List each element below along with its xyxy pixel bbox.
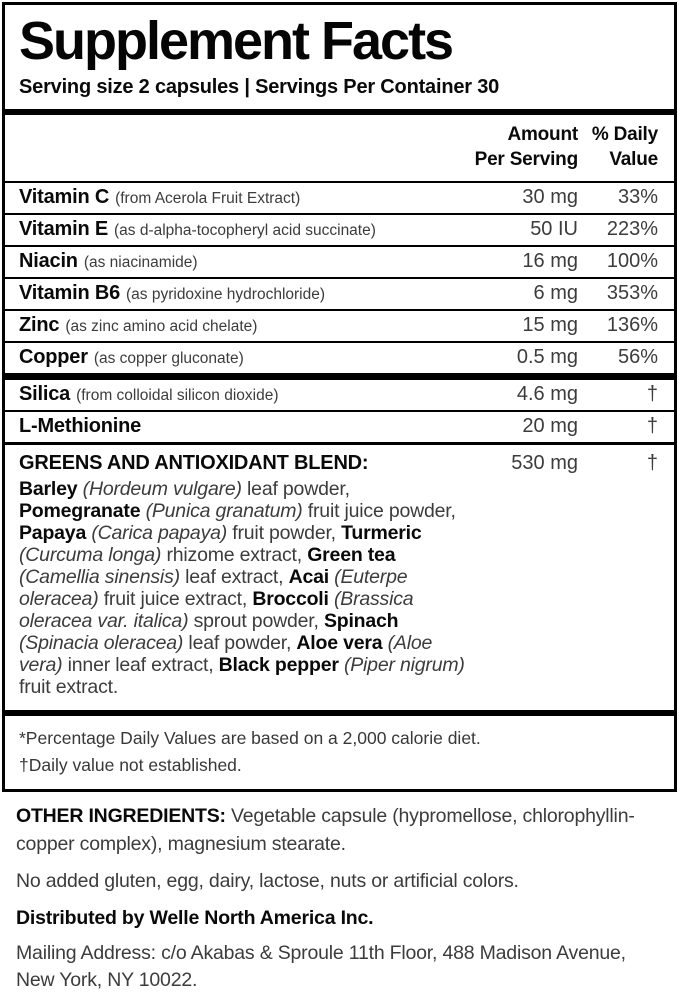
blend-section: GREENS AND ANTIOXIDANT BLEND: 530 mg † B… [5,445,674,710]
divider-thick [5,710,674,717]
allergen-line: No added gluten, egg, dairy, lactose, nu… [16,869,519,892]
column-header: Amount Per Serving % Daily Value [5,115,674,184]
ingredient-amount: 6 mg [533,282,578,305]
nutrient-row: Niacin (as niacinamide) 16 mg 100% [5,245,674,277]
ingredient-detail: (as copper gluconate) [93,350,244,368]
ingredient-name: L-Methionine [19,415,142,438]
blend-amount: 530 mg [511,452,578,475]
ingredient-detail: (as niacinamide) [83,254,198,272]
ingredient-name: Vitamin B6 [19,282,120,305]
ingredient-amount: 20 mg [522,415,578,438]
title-section: Supplement Facts Serving size 2 capsules… [5,5,674,109]
supplement-facts-panel: Supplement Facts Serving size 2 capsules… [2,2,677,793]
blend-ingredient-list: Barley (Hordeum vulgare) leaf powder, Po… [19,478,465,699]
ingredient-amount: 16 mg [522,250,578,273]
other-ingredients-line: OTHER INGREDIENTS: Vegetable capsule (hy… [16,803,663,858]
other-ingredients-label: OTHER INGREDIENTS: [16,805,226,828]
nutrient-row: Vitamin E (as d-alpha-tocopheryl acid suc… [5,213,674,245]
ingredient-detail: (as pyridoxine hydrochloride) [126,286,326,304]
ingredient-daily-value: † [646,383,658,406]
blend-ingredient-name: Papaya [19,522,87,545]
footnote-line: *Percentage Daily Values are based on a … [19,728,481,749]
ingredient-name: Niacin [19,250,78,273]
nutrient-row: Vitamin B6 (as pyridoxine hydrochloride) 6… [5,277,674,309]
ingredient-amount: 50 IU [530,218,578,241]
divider-medium [5,442,674,446]
below-panel-section: OTHER INGREDIENTS: Vegetable capsule (hy… [0,792,679,994]
blend-ingredient-name: Spinach [323,610,399,633]
amount-per-serving-header: Amount Per Serving [474,124,579,170]
blend-ingredient-latin-name: (Brassica oleracea var. italica) [19,588,414,633]
blend-ingredient-latin-name: (Camellia sinensis) [19,566,180,589]
ingredient-detail: (as d-alpha-tocopheryl acid succinate) [113,222,376,240]
blend-ingredient-name: Green tea [307,544,396,567]
blend-ingredient-latin-name: (Punica granatum) [145,500,303,523]
panel-title: Supplement Facts [19,11,454,71]
ingredient-detail: (from Acerola Fruit Extract) [115,190,301,208]
secondary-row: Silica (from colloidal silicon dioxide) 4.… [5,380,674,410]
divider-thick [5,109,674,116]
ingredient-detail: (as zinc amino acid chelate) [65,318,258,336]
secondary-rows: Silica (from colloidal silicon dioxide) 4.… [5,380,674,442]
blend-ingredient-name: Broccoli [252,588,329,611]
nutrient-rows: Vitamin C (from Acerola Fruit Extract) 30 … [5,183,674,373]
ingredient-name: Vitamin E [19,218,108,241]
ingredient-name: Silica [19,383,71,406]
ingredient-daily-value: 223% [606,218,658,241]
ingredient-amount: 15 mg [522,314,578,337]
ingredient-name: Zinc [19,314,60,337]
nutrient-row: Vitamin C (from Acerola Fruit Extract) 30 … [5,183,674,213]
ingredient-name: Vitamin C [19,186,110,209]
ingredient-name: Copper [19,346,88,369]
blend-ingredient-name: Aloe vera [296,632,383,655]
ingredient-amount: 4.6 mg [516,383,578,406]
blend-ingredient-name: Pomegranate [19,500,141,523]
blend-ingredient-latin-name: (Hordeum vulgare) [82,478,242,501]
blend-ingredient-latin-name: (Euterpe oleracea) [19,566,408,611]
blend-ingredient-name: Black pepper [218,654,339,677]
distributor-line: Distributed by Welle North America Inc. [16,907,374,930]
ingredient-daily-value: 353% [606,282,658,305]
ingredient-daily-value: † [646,415,658,438]
ingredient-daily-value: 100% [606,250,658,273]
blend-title: GREENS AND ANTIOXIDANT BLEND: [19,452,369,475]
daily-value-header: % Daily Value [591,124,658,170]
blend-ingredient-latin-name: (Aloe vera) [19,632,433,677]
blend-header-row: GREENS AND ANTIOXIDANT BLEND: 530 mg † [19,452,674,475]
nutrient-row: Zinc (as zinc amino acid chelate) 15 mg 136… [5,309,674,341]
blend-ingredient-latin-name: (Curcuma longa) [19,544,162,567]
ingredient-detail: (from colloidal silicon dioxide) [76,387,279,405]
divider-extra-thick [5,373,674,381]
ingredient-daily-value: 33% [617,186,658,209]
nutrient-row: Copper (as copper gluconate) 0.5 mg 56% [5,341,674,373]
secondary-row: L-Methionine 20 mg † [5,410,674,442]
blend-ingredient-name: Turmeric [341,522,422,545]
serving-info: Serving size 2 capsules | Servings Per C… [19,76,500,99]
footnote-line: †Daily value not established. [19,755,242,776]
ingredient-daily-value: 56% [617,346,658,369]
blend-ingredient-latin-name: (Carica papaya) [91,522,228,545]
blend-ingredient-latin-name: (Piper nigrum) [343,654,465,677]
ingredient-amount: 0.5 mg [516,346,578,369]
blend-ingredient-name: Barley [19,478,78,501]
mailing-address-line: Mailing Address: c/o Akabas & Sproule 11… [16,941,626,991]
ingredient-daily-value: 136% [606,314,658,337]
blend-ingredient-latin-name: (Spinacia oleracea) [19,632,184,655]
blend-dv: † [646,452,658,475]
footnotes: *Percentage Daily Values are based on a … [5,716,674,789]
blend-ingredient-name: Acai [288,566,330,589]
ingredient-amount: 30 mg [522,186,578,209]
